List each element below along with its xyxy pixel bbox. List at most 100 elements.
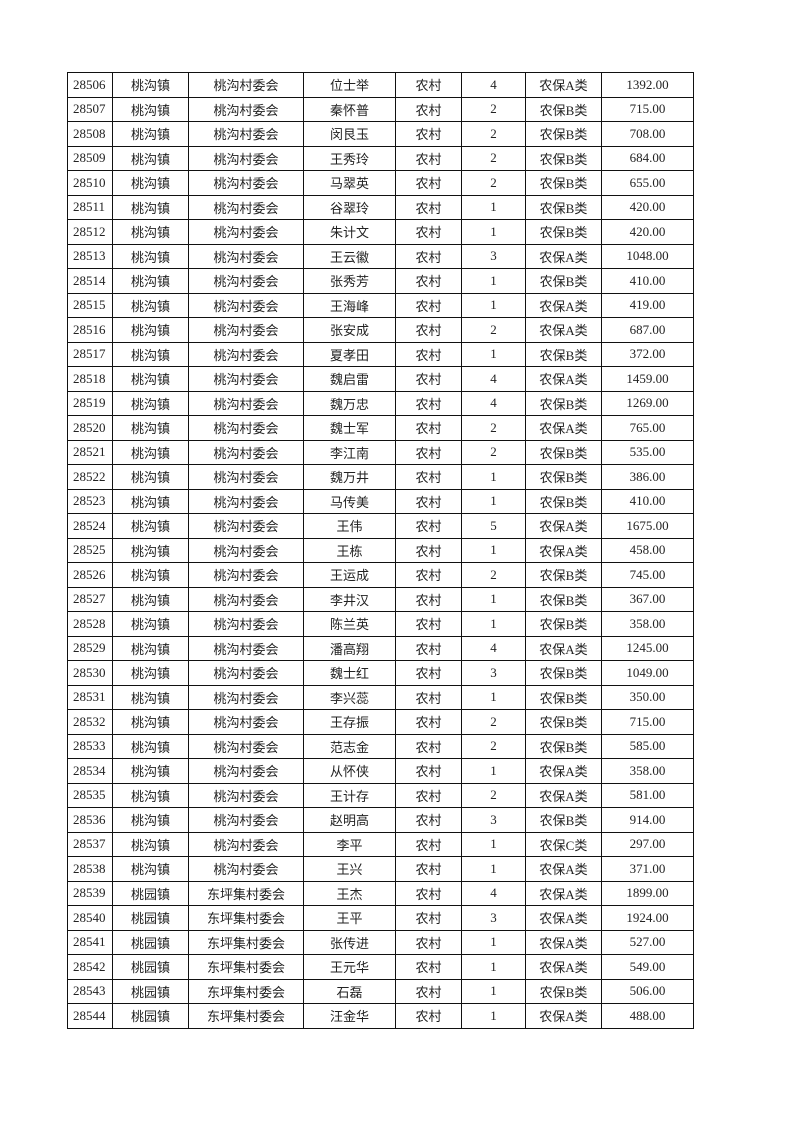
person-name-cell: 石磊: [303, 978, 396, 1004]
village-committee-cell: 桃沟村委会: [188, 586, 304, 612]
record-id-cell: 28509: [67, 145, 113, 171]
household-size-cell: 3: [461, 243, 526, 269]
amount-cell: 581.00: [601, 782, 694, 808]
town-cell: 桃沟镇: [112, 537, 189, 563]
town-cell: 桃沟镇: [112, 733, 189, 759]
table-row: 28510 桃沟镇 桃沟村委会 马翠英 农村 2 农保B类 655.00: [67, 170, 694, 196]
village-committee-cell: 桃沟村委会: [188, 537, 304, 563]
person-name-cell: 李江南: [303, 439, 396, 465]
area-type-cell: 农村: [395, 1003, 462, 1029]
village-committee-cell: 东坪集村委会: [188, 880, 304, 906]
person-name-cell: 从怀侠: [303, 758, 396, 784]
village-committee-cell: 桃沟村委会: [188, 341, 304, 367]
town-cell: 桃沟镇: [112, 464, 189, 490]
town-cell: 桃沟镇: [112, 709, 189, 735]
amount-cell: 549.00: [601, 954, 694, 980]
table-row: 28543 桃园镇 东坪集村委会 石磊 农村 1 农保B类 506.00: [67, 978, 694, 1004]
table-row: 28534 桃沟镇 桃沟村委会 从怀侠 农村 1 农保A类 358.00: [67, 758, 694, 784]
town-cell: 桃沟镇: [112, 219, 189, 245]
person-name-cell: 王元华: [303, 954, 396, 980]
household-size-cell: 2: [461, 121, 526, 147]
town-cell: 桃沟镇: [112, 390, 189, 416]
area-type-cell: 农村: [395, 586, 462, 612]
household-size-cell: 1: [461, 758, 526, 784]
town-cell: 桃沟镇: [112, 194, 189, 220]
area-type-cell: 农村: [395, 72, 462, 98]
amount-cell: 410.00: [601, 268, 694, 294]
insurance-category-cell: 农保B类: [525, 268, 602, 294]
area-type-cell: 农村: [395, 537, 462, 563]
area-type-cell: 农村: [395, 121, 462, 147]
record-id-cell: 28521: [67, 439, 113, 465]
household-size-cell: 2: [461, 439, 526, 465]
record-id-cell: 28537: [67, 831, 113, 857]
insurance-category-cell: 农保B类: [525, 390, 602, 416]
insurance-category-cell: 农保B类: [525, 170, 602, 196]
household-size-cell: 2: [461, 709, 526, 735]
table-row: 28511 桃沟镇 桃沟村委会 谷翠玲 农村 1 农保B类 420.00: [67, 194, 694, 220]
table-row: 28523 桃沟镇 桃沟村委会 马传美 农村 1 农保B类 410.00: [67, 488, 694, 514]
person-name-cell: 王秀玲: [303, 145, 396, 171]
area-type-cell: 农村: [395, 194, 462, 220]
insurance-category-cell: 农保B类: [525, 121, 602, 147]
amount-cell: 765.00: [601, 415, 694, 441]
town-cell: 桃沟镇: [112, 121, 189, 147]
household-size-cell: 2: [461, 317, 526, 343]
record-id-cell: 28535: [67, 782, 113, 808]
household-size-cell: 1: [461, 464, 526, 490]
table-row: 28532 桃沟镇 桃沟村委会 王存振 农村 2 农保B类 715.00: [67, 709, 694, 735]
village-committee-cell: 桃沟村委会: [188, 684, 304, 710]
household-size-cell: 5: [461, 513, 526, 539]
record-id-cell: 28513: [67, 243, 113, 269]
table-row: 28527 桃沟镇 桃沟村委会 李井汉 农村 1 农保B类 367.00: [67, 586, 694, 612]
insurance-category-cell: 农保A类: [525, 635, 602, 661]
person-name-cell: 闵艮玉: [303, 121, 396, 147]
amount-cell: 297.00: [601, 831, 694, 857]
record-id-cell: 28527: [67, 586, 113, 612]
person-name-cell: 朱计文: [303, 219, 396, 245]
town-cell: 桃园镇: [112, 978, 189, 1004]
insurance-category-cell: 农保A类: [525, 292, 602, 318]
person-name-cell: 范志金: [303, 733, 396, 759]
table-row: 28525 桃沟镇 桃沟村委会 王栋 农村 1 农保A类 458.00: [67, 537, 694, 563]
table-row: 28508 桃沟镇 桃沟村委会 闵艮玉 农村 2 农保B类 708.00: [67, 121, 694, 147]
household-size-cell: 1: [461, 219, 526, 245]
household-size-cell: 1: [461, 488, 526, 514]
table-row: 28506 桃沟镇 桃沟村委会 位士举 农村 4 农保A类 1392.00: [67, 72, 694, 98]
village-committee-cell: 桃沟村委会: [188, 464, 304, 490]
town-cell: 桃沟镇: [112, 72, 189, 98]
village-committee-cell: 桃沟村委会: [188, 219, 304, 245]
table-row: 28524 桃沟镇 桃沟村委会 王伟 农村 5 农保A类 1675.00: [67, 513, 694, 539]
area-type-cell: 农村: [395, 464, 462, 490]
insurance-category-cell: 农保B类: [525, 586, 602, 612]
insurance-category-cell: 农保B类: [525, 488, 602, 514]
area-type-cell: 农村: [395, 292, 462, 318]
insurance-category-cell: 农保B类: [525, 660, 602, 686]
area-type-cell: 农村: [395, 366, 462, 392]
household-size-cell: 3: [461, 905, 526, 931]
area-type-cell: 农村: [395, 611, 462, 637]
insurance-category-cell: 农保B类: [525, 733, 602, 759]
village-committee-cell: 桃沟村委会: [188, 635, 304, 661]
insurance-category-cell: 农保B类: [525, 96, 602, 122]
area-type-cell: 农村: [395, 439, 462, 465]
insurance-category-cell: 农保A类: [525, 1003, 602, 1029]
person-name-cell: 夏孝田: [303, 341, 396, 367]
person-name-cell: 王云徽: [303, 243, 396, 269]
town-cell: 桃沟镇: [112, 268, 189, 294]
insurance-category-cell: 农保A类: [525, 317, 602, 343]
person-name-cell: 魏启雷: [303, 366, 396, 392]
insurance-category-cell: 农保B类: [525, 709, 602, 735]
table-row: 28522 桃沟镇 桃沟村委会 魏万井 农村 1 农保B类 386.00: [67, 464, 694, 490]
record-id-cell: 28544: [67, 1003, 113, 1029]
village-committee-cell: 桃沟村委会: [188, 439, 304, 465]
area-type-cell: 农村: [395, 782, 462, 808]
village-committee-cell: 桃沟村委会: [188, 194, 304, 220]
town-cell: 桃沟镇: [112, 170, 189, 196]
town-cell: 桃沟镇: [112, 807, 189, 833]
amount-cell: 914.00: [601, 807, 694, 833]
record-id-cell: 28539: [67, 880, 113, 906]
household-size-cell: 4: [461, 366, 526, 392]
area-type-cell: 农村: [395, 390, 462, 416]
household-size-cell: 1: [461, 194, 526, 220]
